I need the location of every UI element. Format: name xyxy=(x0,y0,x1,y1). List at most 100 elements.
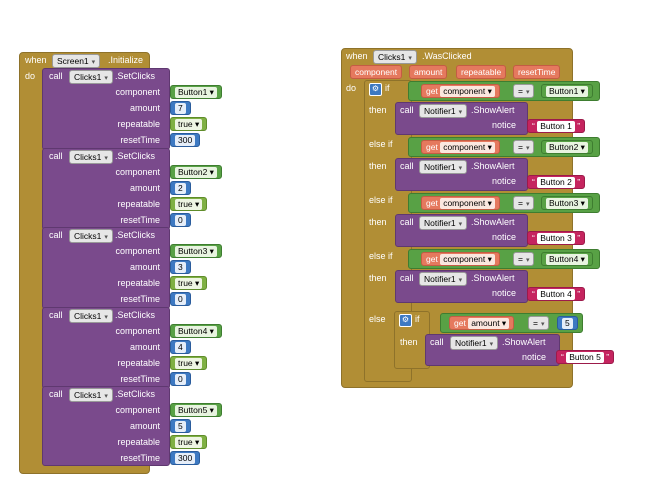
notifier1-dropdown-4[interactable]: Notifier1 ▾ xyxy=(419,272,468,286)
clicks1-dropdown[interactable]: Clicks1 ▾ xyxy=(373,50,417,64)
amount-value-5[interactable]: 5 xyxy=(170,419,191,433)
call-label-3: call xyxy=(49,230,63,240)
amount-label-1: amount xyxy=(129,103,160,113)
clicks1-dropdown-2[interactable]: Clicks1 ▾ xyxy=(69,150,113,164)
setclicks-label-4: .SetClicks xyxy=(115,310,156,320)
call-label-r4: call xyxy=(400,273,414,283)
component-ref-3[interactable]: Button3 ▾ xyxy=(541,196,593,210)
amount-value-4[interactable]: 4 xyxy=(170,340,191,354)
component-ref-2[interactable]: Button2 ▾ xyxy=(541,140,593,154)
then-label-2: then xyxy=(369,161,387,171)
resettime-label-1: resetTime xyxy=(120,135,160,145)
eq-operator[interactable]: = ▾ xyxy=(528,316,550,330)
repeatable-value-3[interactable]: true ▾ xyxy=(170,276,208,290)
component-value-4[interactable]: Button4 ▾ xyxy=(170,324,222,338)
else-label: else xyxy=(369,314,386,324)
else-if-label-2: else if xyxy=(369,195,393,205)
get-component-block-1[interactable]: get component ▾ xyxy=(421,84,500,98)
text-button1[interactable]: “ Button 1 ” xyxy=(527,119,586,133)
repeatable-label-4: repeatable xyxy=(117,358,160,368)
notice-label-5: notice xyxy=(521,352,546,362)
repeatable-value-2[interactable]: true ▾ xyxy=(170,197,208,211)
get-component-block-2[interactable]: get component ▾ xyxy=(421,140,500,154)
notifier1-dropdown-1[interactable]: Notifier1 ▾ xyxy=(419,104,468,118)
get-component-block-3[interactable]: get component ▾ xyxy=(421,196,500,210)
call-label-2: call xyxy=(49,151,63,161)
text-button3[interactable]: “ Button 3 ” xyxy=(527,231,586,245)
amount-value-2[interactable]: 2 xyxy=(170,181,191,195)
clicks1-dropdown-4[interactable]: Clicks1 ▾ xyxy=(69,309,113,323)
when-label: when xyxy=(25,55,47,65)
resettime-value-5[interactable]: 300 xyxy=(170,451,201,465)
do-label: do xyxy=(25,71,36,81)
number-5[interactable]: 5 xyxy=(557,316,578,330)
call-label-1: call xyxy=(49,71,63,81)
amount-label-2: amount xyxy=(129,183,160,193)
resettime-value-4[interactable]: 0 xyxy=(170,372,191,386)
call-label-5: call xyxy=(49,389,63,399)
component-label-4: component xyxy=(115,326,160,336)
then-label-4: then xyxy=(369,273,387,283)
setclicks-call-4[interactable] xyxy=(42,307,170,389)
call-label-4: call xyxy=(49,310,63,320)
eq-operator-4[interactable]: = ▾ xyxy=(513,252,535,266)
amount-value-1[interactable]: 7 xyxy=(170,101,191,115)
showalert-label-5: .ShowAlert xyxy=(502,337,546,347)
clicks1-dropdown-3[interactable]: Clicks1 ▾ xyxy=(69,229,113,243)
text-button4[interactable]: “ Button 4 ” xyxy=(527,287,586,301)
gear-icon-nested[interactable]: ⚙ xyxy=(399,314,412,327)
text-button2[interactable]: “ Button 2 ” xyxy=(527,175,586,189)
component-value-3[interactable]: Button3 ▾ xyxy=(170,244,222,258)
showalert-label-4: .ShowAlert xyxy=(471,273,515,283)
resettime-value-2[interactable]: 0 xyxy=(170,213,191,227)
component-label-2: component xyxy=(115,167,160,177)
repeatable-label-1: repeatable xyxy=(117,119,160,129)
component-value-5[interactable]: Button5 ▾ xyxy=(170,403,222,417)
call-label-r2: call xyxy=(400,161,414,171)
nested-if-label: if xyxy=(415,314,420,324)
param-repeatable[interactable]: repeatable xyxy=(456,65,507,79)
gear-icon[interactable]: ⚙ xyxy=(369,83,382,96)
component-ref-4[interactable]: Button4 ▾ xyxy=(541,252,593,266)
component-label-1: component xyxy=(115,87,160,97)
call-label-r3: call xyxy=(400,217,414,227)
get-component-block-4[interactable]: get component ▾ xyxy=(421,252,500,266)
repeatable-label-5: repeatable xyxy=(117,437,160,447)
amount-label-5: amount xyxy=(129,421,160,431)
amount-label-3: amount xyxy=(129,262,160,272)
showalert-label-3: .ShowAlert xyxy=(471,217,515,227)
then-label-3: then xyxy=(369,217,387,227)
component-value-1[interactable]: Button1 ▾ xyxy=(170,85,222,99)
clicks1-dropdown-1[interactable]: Clicks1 ▾ xyxy=(69,70,113,84)
eq-operator-1[interactable]: = ▾ xyxy=(513,84,535,98)
repeatable-value-5[interactable]: true ▾ xyxy=(170,435,208,449)
eq-operator-3[interactable]: = ▾ xyxy=(513,196,535,210)
amount-label-4: amount xyxy=(129,342,160,352)
notifier1-dropdown-5[interactable]: Notifier1 ▾ xyxy=(450,336,499,350)
else-if-label-1: else if xyxy=(369,139,393,149)
param-component[interactable]: component xyxy=(350,65,403,79)
param-resettime[interactable]: resetTime xyxy=(513,65,561,79)
get-amount-block[interactable]: get amount ▾ xyxy=(449,316,515,330)
param-amount[interactable]: amount xyxy=(409,65,448,79)
nested-then-label: then xyxy=(400,337,418,347)
eq-operator-2[interactable]: = ▾ xyxy=(513,140,535,154)
repeatable-value-4[interactable]: true ▾ xyxy=(170,356,208,370)
amount-value-3[interactable]: 3 xyxy=(170,260,191,274)
component-value-2[interactable]: Button2 ▾ xyxy=(170,165,222,179)
repeatable-value-1[interactable]: true ▾ xyxy=(170,117,208,131)
event-name-right: .WasClicked xyxy=(422,51,472,61)
notifier1-dropdown-2[interactable]: Notifier1 ▾ xyxy=(419,160,468,174)
resettime-value-3[interactable]: 0 xyxy=(170,292,191,306)
screen1-dropdown[interactable]: Screen1 ▾ xyxy=(52,54,101,68)
component-ref-1[interactable]: Button1 ▾ xyxy=(541,84,593,98)
resettime-value-1[interactable]: 300 xyxy=(170,133,201,147)
then-label-1: then xyxy=(369,105,387,115)
text-button5[interactable]: “ Button 5 ” xyxy=(556,350,615,364)
setclicks-label-1: .SetClicks xyxy=(115,71,156,81)
showalert-label-2: .ShowAlert xyxy=(471,161,515,171)
showalert-label-1: .ShowAlert xyxy=(471,105,515,115)
notifier1-dropdown-3[interactable]: Notifier1 ▾ xyxy=(419,216,468,230)
clicks1-dropdown-5[interactable]: Clicks1 ▾ xyxy=(69,388,113,402)
